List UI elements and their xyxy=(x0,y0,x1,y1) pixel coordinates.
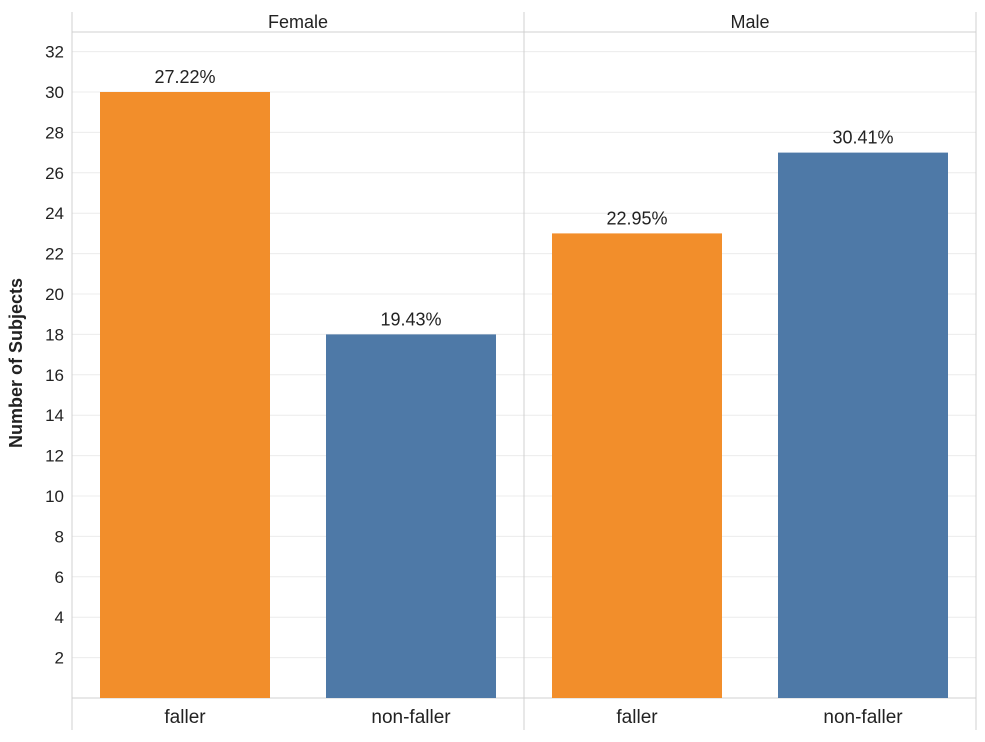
x-category-label: non-faller xyxy=(823,707,903,728)
y-tick-label: 16 xyxy=(45,366,64,385)
x-category-label: faller xyxy=(616,707,658,728)
y-tick-label: 24 xyxy=(45,204,64,223)
y-tick-label: 10 xyxy=(45,487,64,506)
y-tick-label: 22 xyxy=(45,245,64,264)
x-category-label: faller xyxy=(164,707,206,728)
y-axis-label: Number of Subjects xyxy=(6,278,26,448)
bar-faller xyxy=(552,233,722,698)
data-label: 30.41% xyxy=(832,128,893,148)
y-tick-label: 20 xyxy=(45,285,64,304)
y-tick-label: 26 xyxy=(45,164,64,183)
panel-header: Female xyxy=(268,12,328,32)
y-tick-label: 6 xyxy=(55,568,64,587)
y-tick-label: 4 xyxy=(55,608,64,627)
panel-male: Male 22.95% faller 30.41% non-faller xyxy=(552,12,948,728)
panels: Female 27.22% faller 19.43% non-faller Male 22… xyxy=(100,12,948,728)
x-category-label: non-faller xyxy=(371,707,451,728)
bar-non-faller xyxy=(326,334,496,698)
data-label: 22.95% xyxy=(606,208,667,228)
y-tick-label: 8 xyxy=(55,527,64,546)
y-tick-label: 18 xyxy=(45,325,64,344)
y-tick-label: 32 xyxy=(45,43,64,62)
panel-header: Male xyxy=(730,12,769,32)
y-tick-label: 12 xyxy=(45,447,64,466)
bar-faller xyxy=(100,92,270,698)
y-tick-label: 2 xyxy=(55,649,64,668)
panel-female: Female 27.22% faller 19.43% non-faller xyxy=(100,12,496,728)
data-label: 27.22% xyxy=(154,67,215,87)
bar-non-faller xyxy=(778,152,948,699)
data-label: 19.43% xyxy=(380,309,441,329)
y-tick-label: 30 xyxy=(45,83,64,102)
y-tick-label: 14 xyxy=(45,406,64,425)
y-tick-label: 28 xyxy=(45,123,64,142)
chart-frame xyxy=(71,12,977,730)
